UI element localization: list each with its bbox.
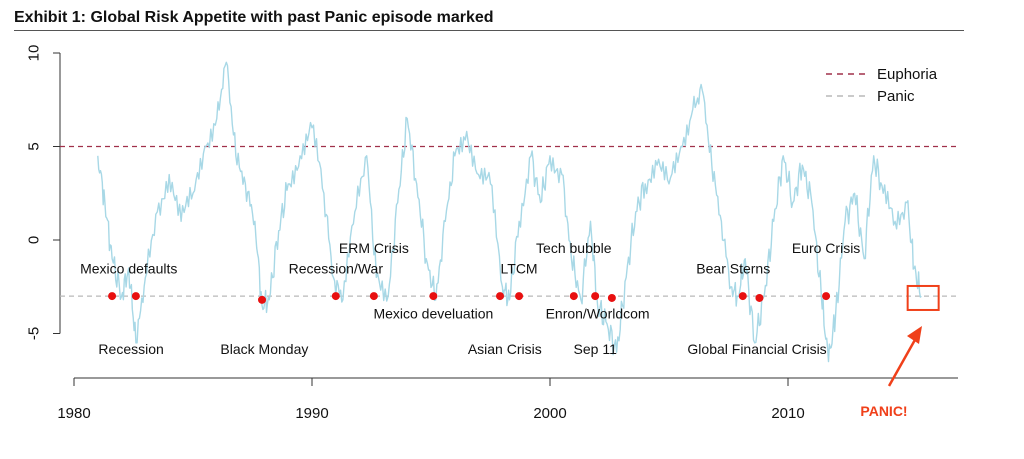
event-label: Mexico develuation [373, 306, 493, 322]
x-tick-label: 1980 [57, 405, 90, 422]
panic-point [822, 292, 831, 301]
panic-point [108, 292, 117, 301]
chart-title: Exhibit 1: Global Risk Appetite with pas… [14, 9, 494, 26]
risk-appetite-series-line [97, 61, 922, 363]
x-tick-label: 2010 [771, 405, 804, 422]
event-label: LTCM [501, 261, 538, 277]
panic-point [496, 292, 505, 301]
event-label: Asian Crisis [468, 341, 542, 357]
event-label: Recession/War [289, 261, 384, 277]
panic-point [569, 292, 578, 301]
event-label: Black Monday [220, 341, 308, 357]
panic-point [515, 292, 524, 301]
y-tick-label: -5 [26, 327, 43, 340]
panic-point [738, 292, 747, 301]
x-tick-label: 2000 [533, 405, 566, 422]
panic-box [906, 284, 940, 311]
legend-label: Panic [877, 88, 915, 105]
panic-points [108, 292, 831, 304]
x-tick-label: 1990 [295, 405, 328, 422]
axes: 10 5 0 -5 1980 1990 2000 2010 [26, 45, 958, 422]
panic-point [131, 292, 140, 301]
event-label: Enron/Worldcom [546, 306, 650, 322]
y-tick-label: 0 [26, 236, 43, 244]
panic-point [258, 295, 267, 304]
legend: Euphoria Panic [826, 66, 938, 105]
event-label: Global Financial Crisis [687, 341, 826, 357]
y-tick-label: 5 [26, 142, 43, 150]
reference-lines [60, 145, 958, 297]
panic-label: PANIC! [860, 403, 907, 419]
event-label: Mexico defaults [80, 261, 177, 277]
y-tick-label: 10 [26, 45, 43, 62]
panic-point [755, 293, 764, 302]
legend-label: Euphoria [877, 66, 938, 83]
panic-callout: PANIC! [860, 284, 940, 419]
event-label: ERM Crisis [339, 240, 409, 256]
event-label: Recession [98, 341, 163, 357]
event-label: Bear Sterns [696, 261, 770, 277]
event-label: Euro Crisis [792, 240, 860, 256]
panic-arrow-head [907, 326, 922, 344]
title-rule [14, 30, 964, 31]
series-layer [97, 61, 922, 363]
event-label: Sep 11 [574, 341, 618, 357]
panic-point [607, 293, 616, 302]
event-label: Tech bubble [536, 240, 612, 256]
panic-point [369, 292, 378, 301]
annotations: Mexico defaults Recession Black Monday Rece… [80, 240, 860, 357]
panic-point [429, 292, 438, 301]
panic-point [331, 292, 340, 301]
panic-arrow-shaft [887, 337, 918, 387]
panic-point [591, 292, 600, 301]
